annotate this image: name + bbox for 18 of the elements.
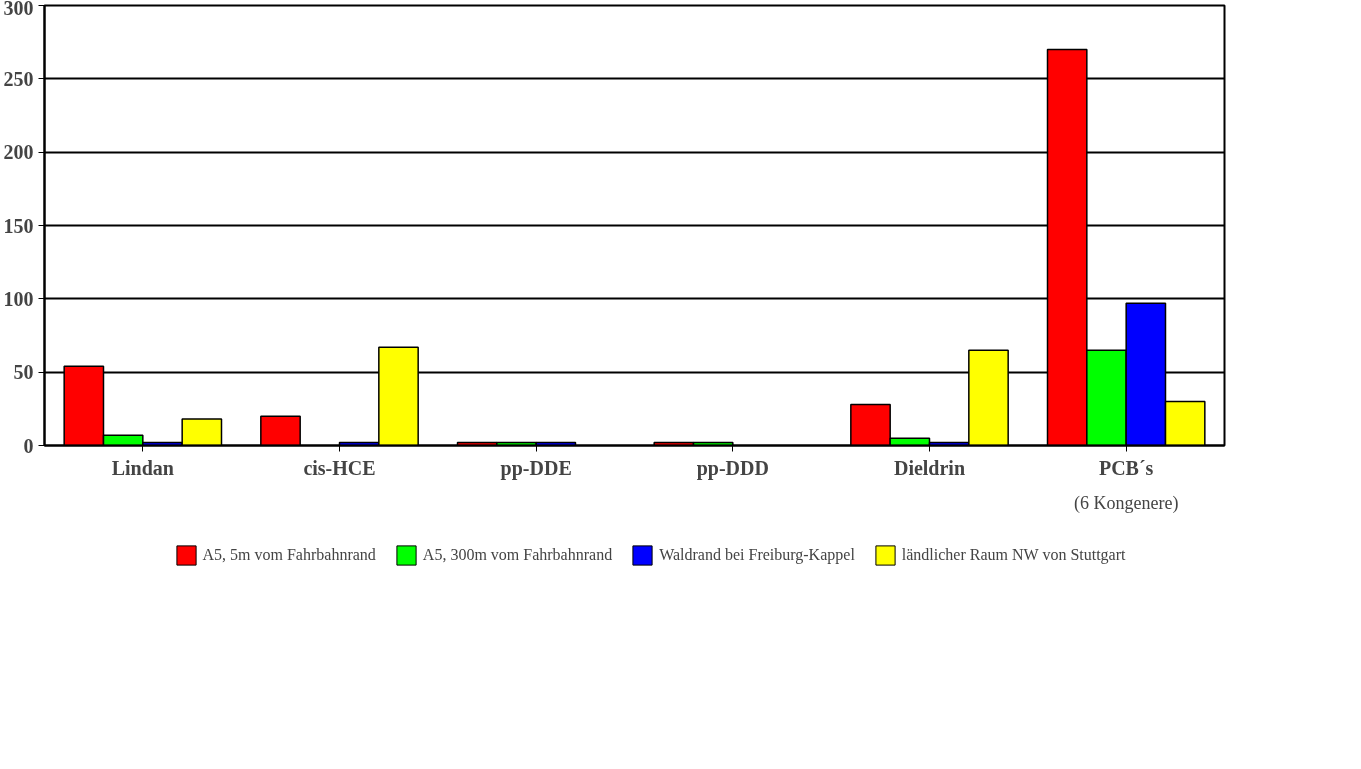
legend-label: ländlicher Raum NW von Stuttgart (901, 546, 1126, 564)
x-tick-label: pp-DDD (696, 456, 769, 480)
y-tick-label: 50 (13, 361, 34, 384)
y-tick-label: 100 (3, 287, 34, 310)
x-tick-label: pp-DDE (500, 456, 572, 480)
x-tick-label: Dieldrin (893, 456, 966, 479)
legend-label: A5, 5m vom Fahrbahnrand (202, 546, 376, 564)
y-tick-label: 250 (3, 67, 34, 90)
y-tick-label: 200 (3, 141, 34, 164)
x-tick-label: cis-HCE (303, 456, 376, 479)
legend-label: A5, 300m vom Fahrbahnrand (422, 546, 613, 564)
y-tick-label: 0 (23, 434, 34, 457)
x-tick-label: PCB´s (1098, 456, 1154, 479)
x-tick-label: Lindan (111, 456, 174, 479)
legend-label: Waldrand bei Freiburg-Kappel (659, 546, 855, 564)
text: (6 Kongenere) (1073, 492, 1179, 514)
y-tick-label: 150 (3, 214, 34, 237)
y-tick-label: 300 (3, 0, 34, 19)
